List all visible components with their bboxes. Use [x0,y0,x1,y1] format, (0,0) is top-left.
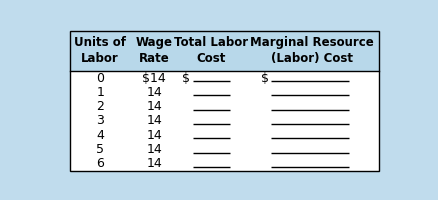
Text: Wage
Rate: Wage Rate [136,36,173,65]
Text: 14: 14 [146,86,162,99]
Text: 14: 14 [146,100,162,113]
Text: 5: 5 [96,143,104,156]
Text: $: $ [182,72,190,85]
Text: Units of
Labor: Units of Labor [74,36,126,65]
Text: 3: 3 [96,114,104,127]
Text: 1: 1 [96,86,104,99]
Bar [70,71,379,171]
Text: 14: 14 [146,129,162,142]
Text: Total Labor
Cost: Total Labor Cost [174,36,248,65]
Text: $: $ [261,72,268,85]
Bar [70,31,379,71]
Text: 6: 6 [96,157,104,170]
Text: 14: 14 [146,157,162,170]
Text: 4: 4 [96,129,104,142]
Text: Marginal Resource
(Labor) Cost: Marginal Resource (Labor) Cost [250,36,374,65]
Text: 14: 14 [146,114,162,127]
Text: 0: 0 [96,72,104,85]
Text: 2: 2 [96,100,104,113]
Text: 14: 14 [146,143,162,156]
Text: $14: $14 [142,72,166,85]
